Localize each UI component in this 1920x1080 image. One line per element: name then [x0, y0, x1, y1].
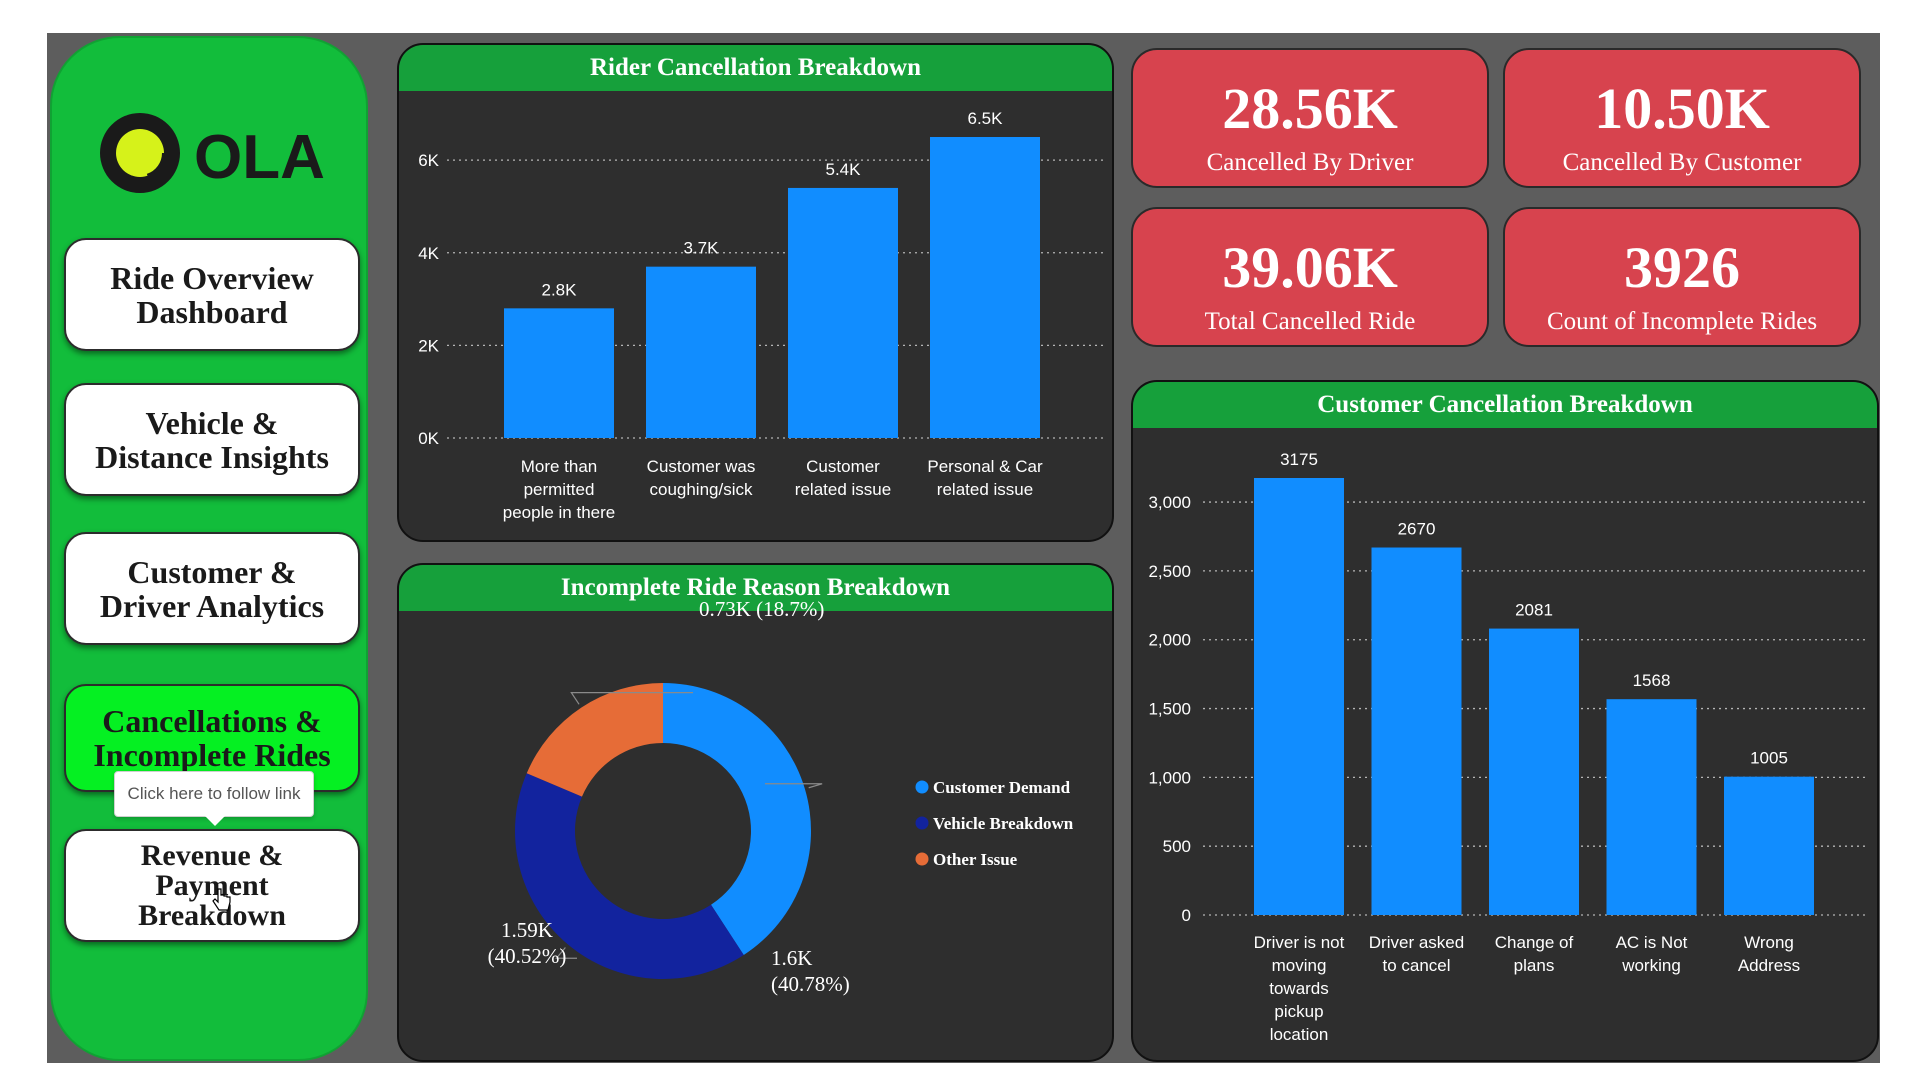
rider-category-label: Customer — [806, 457, 880, 476]
donut-data-label: (40.78%) — [771, 972, 850, 996]
customer-cancellation-panel: Customer Cancellation Breakdown 0 500 1,00… — [1131, 380, 1879, 1062]
customer-category-label: location — [1270, 1025, 1329, 1044]
rider-category-label: people in there — [503, 503, 615, 522]
rider-y-tick-label: 2K — [418, 336, 439, 355]
kpi-card-cancelled-by-customer: 10.50K Cancelled By Customer — [1503, 48, 1861, 188]
rider-y-tick-label: 6K — [418, 151, 439, 170]
donut-leader-line — [570, 692, 693, 705]
rider-category-label: related issue — [795, 480, 891, 499]
customer-data-label: 3175 — [1280, 450, 1318, 469]
nav-ride-overview-button[interactable]: Ride Overview Dashboard — [64, 238, 360, 351]
donut-slice — [515, 773, 744, 979]
rider-category-label: Personal & Car — [927, 457, 1043, 476]
rider-data-label: 2.8K — [542, 280, 578, 299]
customer-data-label: 1568 — [1633, 671, 1671, 690]
customer-category-label: Change of — [1495, 933, 1574, 952]
customer-cancellation-chart: 0 500 1,000 1,500 2,000 2,500 3,000 3175 Driver … — [1148, 450, 1865, 1044]
donut-data-label: 1.59K — [501, 918, 553, 942]
kpi-label: Total Cancelled Ride — [1204, 308, 1416, 335]
customer-y-tick-label: 1,500 — [1148, 700, 1191, 719]
customer-category-label: pickup — [1274, 1002, 1323, 1021]
donut-data-label: (40.52%) — [488, 944, 567, 968]
donut-slice — [526, 683, 663, 797]
customer-category-label: to cancel — [1382, 956, 1450, 975]
customer-cancellation-title: Customer Cancellation Breakdown — [1133, 382, 1877, 428]
customer-y-tick-label: 3,000 — [1148, 493, 1191, 512]
customer-category-label: moving — [1272, 956, 1327, 975]
legend-label: Other Issue — [933, 850, 1018, 869]
customer-bar — [1606, 699, 1697, 915]
donut-data-label: 1.6K — [771, 946, 812, 970]
rider-category-label: related issue — [937, 480, 1033, 499]
customer-bar — [1489, 628, 1579, 915]
customer-category-label: Wrong — [1744, 933, 1794, 952]
kpi-card-incomplete-rides: 3926 Count of Incomplete Rides — [1503, 207, 1861, 347]
nav-revenue-payment-button[interactable]: Revenue & Payment Breakdown — [64, 829, 360, 942]
customer-data-label: 2670 — [1398, 520, 1436, 539]
rider-category-label: coughing/sick — [649, 480, 753, 499]
rider-bar — [788, 187, 898, 438]
customer-data-label: 1005 — [1750, 749, 1788, 768]
kpi-label: Count of Incomplete Rides — [1546, 308, 1818, 335]
customer-bar — [1371, 547, 1462, 915]
customer-bar — [1724, 776, 1814, 915]
kpi-value: 3926 — [1624, 235, 1740, 300]
customer-category-label: Driver is not — [1254, 933, 1345, 952]
rider-y-tick-label: 0K — [418, 429, 439, 448]
incomplete-ride-donut-chart: 1.6K(40.78%) 1.59K(40.52%) 0.73K (18.7%) Cu… — [488, 597, 1074, 996]
rider-cancellation-title: Rider Cancellation Breakdown — [399, 45, 1112, 91]
customer-data-label: 2081 — [1515, 601, 1553, 620]
rider-data-label: 5.4K — [826, 160, 862, 179]
customer-bar — [1254, 478, 1344, 915]
customer-y-tick-label: 500 — [1163, 837, 1191, 856]
customer-category-label: AC is Not — [1616, 933, 1688, 952]
incomplete-ride-panel: Incomplete Ride Reason Breakdown 1.6K (40… — [397, 563, 1114, 1062]
nav-customer-driver-button[interactable]: Customer & Driver Analytics — [64, 532, 360, 645]
rider-data-label: 6.5K — [968, 109, 1004, 128]
legend-marker — [915, 816, 929, 830]
rider-bar — [930, 137, 1040, 438]
kpi-value: 39.06K — [1222, 235, 1398, 300]
sidebar-navigation: OLA Ride Overview Dashboard Vehicle & Dist… — [50, 36, 368, 1061]
kpi-card-total-cancelled: 39.06K Total Cancelled Ride — [1131, 207, 1489, 347]
customer-category-label: Driver asked — [1369, 933, 1464, 952]
hand-cursor-icon — [212, 888, 231, 911]
customer-category-label: Address — [1738, 956, 1800, 975]
donut-leader-line — [765, 783, 823, 789]
rider-category-label: permitted — [524, 480, 595, 499]
rider-bar — [646, 266, 756, 438]
rider-bar — [504, 308, 614, 438]
donut-slice — [663, 683, 812, 956]
rider-category-label: Customer was — [647, 457, 756, 476]
customer-y-tick-label: 2,500 — [1148, 562, 1191, 581]
customer-category-label: working — [1621, 956, 1681, 975]
kpi-label: Cancelled By Customer — [1562, 149, 1802, 176]
legend-marker — [915, 852, 929, 866]
kpi-value: 28.56K — [1222, 76, 1398, 141]
incomplete-ride-title: Incomplete Ride Reason Breakdown — [399, 565, 1112, 611]
donut-leader-line — [555, 947, 577, 959]
rider-cancellation-chart: 0K 2K 4K 6K 2.8K More than permitted people in … — [418, 109, 1104, 522]
kpi-value: 10.50K — [1594, 76, 1770, 141]
kpi-card-cancelled-by-driver: 28.56K Cancelled By Driver — [1131, 48, 1489, 188]
rider-y-tick-label: 4K — [418, 244, 439, 263]
link-tooltip: Click here to follow link — [114, 771, 314, 826]
nav-vehicle-distance-button[interactable]: Vehicle & Distance Insights — [64, 383, 360, 496]
legend-label: Vehicle Breakdown — [933, 814, 1074, 833]
customer-y-tick-label: 0 — [1182, 906, 1191, 925]
donut-data-label: 0.73K (18.7%) — [699, 597, 824, 621]
customer-y-tick-label: 2,000 — [1148, 631, 1191, 650]
customer-category-label: towards — [1269, 979, 1329, 998]
rider-data-label: 3.7K — [684, 239, 720, 258]
kpi-label: Cancelled By Driver — [1206, 149, 1414, 176]
legend-marker — [915, 780, 929, 794]
ola-logo-text: OLA — [194, 123, 325, 192]
rider-cancellation-panel: Rider Cancellation Breakdown 0K 2K 4K 6K 2.8… — [397, 43, 1114, 542]
customer-category-label: plans — [1514, 956, 1555, 975]
rider-category-label: More than — [521, 457, 598, 476]
legend-label: Customer Demand — [933, 778, 1071, 797]
customer-y-tick-label: 1,000 — [1148, 768, 1191, 787]
ola-logo: OLA — [100, 113, 325, 193]
